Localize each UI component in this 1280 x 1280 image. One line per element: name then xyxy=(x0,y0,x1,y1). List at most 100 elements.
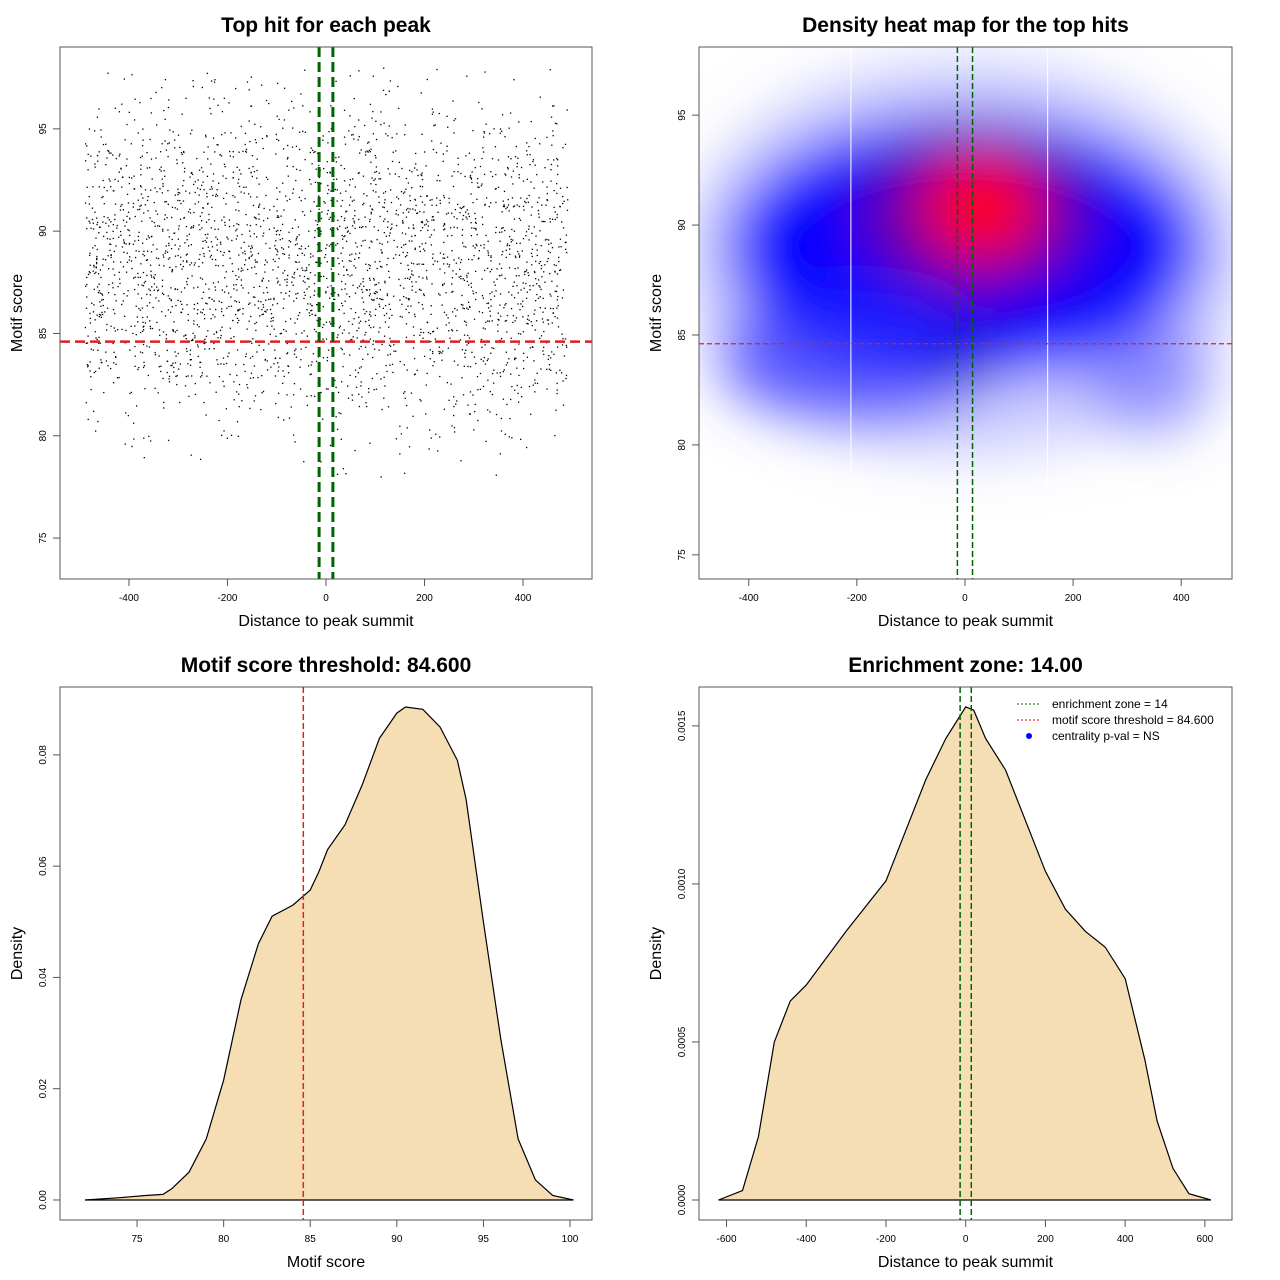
data-point xyxy=(98,283,100,285)
x-axis-label: Motif score xyxy=(287,1254,365,1271)
data-point xyxy=(414,248,416,251)
data-point xyxy=(421,243,423,245)
data-point xyxy=(92,247,94,249)
data-point xyxy=(489,310,491,312)
data-point xyxy=(400,246,403,248)
data-point xyxy=(466,280,469,283)
data-point xyxy=(125,271,128,273)
data-point xyxy=(326,213,329,215)
y-axis-label: Density xyxy=(648,927,665,980)
data-point xyxy=(556,216,558,219)
data-point xyxy=(130,391,133,394)
data-point xyxy=(222,175,224,177)
data-point xyxy=(90,388,92,391)
data-point xyxy=(166,360,169,362)
data-point xyxy=(112,230,114,233)
data-point xyxy=(315,304,318,306)
data-point xyxy=(325,338,328,340)
data-point xyxy=(391,314,393,317)
data-point xyxy=(469,306,471,308)
data-point xyxy=(121,203,123,206)
data-point xyxy=(512,239,514,241)
data-point xyxy=(86,276,88,279)
data-point xyxy=(196,324,199,326)
data-point xyxy=(499,375,502,378)
data-point xyxy=(98,342,100,344)
data-point xyxy=(460,303,463,306)
data-point xyxy=(301,267,303,269)
data-point xyxy=(529,289,531,291)
data-point xyxy=(378,305,381,308)
data-point xyxy=(118,236,120,238)
data-point xyxy=(171,364,173,366)
data-point xyxy=(511,385,513,388)
data-point xyxy=(546,388,548,390)
data-point xyxy=(187,277,189,280)
data-point xyxy=(518,253,520,255)
data-point xyxy=(387,221,389,223)
data-point xyxy=(507,156,510,158)
data-point xyxy=(561,333,563,335)
data-point xyxy=(189,212,192,214)
data-point xyxy=(295,293,297,295)
data-point xyxy=(370,326,372,329)
data-point xyxy=(565,241,567,244)
data-point xyxy=(158,355,160,357)
data-point xyxy=(349,196,352,198)
data-point xyxy=(425,413,427,415)
data-point xyxy=(259,225,262,228)
data-point xyxy=(322,139,324,141)
data-point xyxy=(528,228,530,230)
data-point xyxy=(213,342,215,344)
data-point xyxy=(164,140,166,142)
data-point xyxy=(225,408,227,410)
data-point xyxy=(184,334,187,337)
data-point xyxy=(443,229,445,231)
data-point xyxy=(404,243,407,245)
data-point xyxy=(151,327,154,330)
data-point xyxy=(222,265,224,267)
data-point xyxy=(484,204,486,206)
data-point xyxy=(204,348,206,350)
data-point xyxy=(437,174,439,177)
data-point xyxy=(408,227,410,229)
data-point xyxy=(163,170,165,172)
data-point xyxy=(126,295,128,297)
data-point xyxy=(212,194,214,197)
data-point xyxy=(266,261,268,263)
data-point xyxy=(98,108,100,110)
data-point xyxy=(531,248,533,250)
data-point xyxy=(365,331,367,334)
data-point xyxy=(225,203,227,205)
data-point xyxy=(137,321,139,323)
data-point xyxy=(466,344,468,346)
data-point xyxy=(301,252,303,254)
data-point xyxy=(467,272,469,274)
data-point xyxy=(92,228,95,230)
data-point xyxy=(181,303,183,305)
data-point xyxy=(264,310,266,312)
data-point xyxy=(459,207,461,209)
data-point xyxy=(164,252,166,254)
data-point xyxy=(258,218,260,220)
data-point xyxy=(138,366,140,369)
data-point xyxy=(171,306,173,308)
data-point xyxy=(334,188,337,191)
data-point xyxy=(334,298,336,301)
data-point xyxy=(528,225,530,227)
data-point xyxy=(102,264,104,266)
data-point xyxy=(237,435,239,438)
data-point xyxy=(491,268,493,271)
data-point xyxy=(460,275,462,278)
data-point xyxy=(92,186,94,188)
data-point xyxy=(110,221,112,223)
data-point xyxy=(282,307,285,309)
data-point xyxy=(373,326,375,328)
data-point xyxy=(539,337,541,340)
data-point xyxy=(411,270,413,272)
data-point xyxy=(358,316,360,318)
y-tick-label: 85 xyxy=(38,327,49,339)
data-point xyxy=(547,257,549,260)
data-point xyxy=(518,275,520,277)
